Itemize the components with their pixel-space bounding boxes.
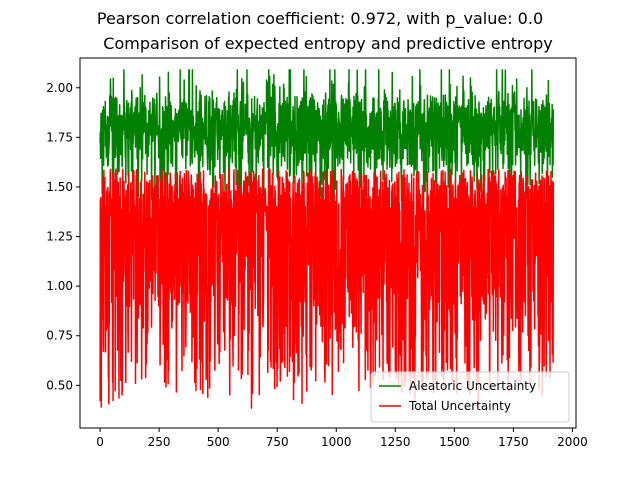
legend-label: Total Uncertainty: [408, 399, 511, 413]
y-tick-label: 1.50: [46, 180, 73, 194]
y-tick-label: 1.00: [46, 279, 73, 293]
y-tick-label: 2.00: [46, 81, 73, 95]
y-tick-label: 1.75: [46, 130, 73, 144]
x-tick-label: 1000: [321, 435, 352, 449]
y-axis-ticks: 0.50 0.75 1.00 1.25 1.50 1.75 2.00: [46, 81, 80, 392]
x-tick-label: 1750: [498, 435, 529, 449]
x-tick-label: 1500: [439, 435, 470, 449]
series-line-total: [99, 168, 555, 409]
axes-frame: [79, 57, 577, 429]
x-tick-label: 2000: [557, 435, 588, 449]
x-tick-label: 750: [266, 435, 289, 449]
chart-suptitle: Pearson correlation coefficient: 0.972, …: [97, 9, 543, 29]
x-tick-label: 500: [207, 435, 230, 449]
legend-label: Aleatoric Uncertainty: [409, 379, 536, 393]
x-tick-label: 0: [96, 435, 104, 449]
y-tick-label: 0.75: [46, 329, 73, 343]
legend: Aleatoric Uncertainty Total Uncertainty: [370, 371, 570, 423]
y-tick-label: 0.50: [46, 378, 73, 392]
chart-title: Comparison of expected entropy and predi…: [103, 34, 552, 53]
legend-box: [370, 371, 570, 423]
x-tick-label: 1250: [380, 435, 411, 449]
y-tick-label: 1.25: [46, 230, 73, 244]
x-axis-ticks: 0 250 500 750 1000 1250 1500 1750 2000: [96, 428, 588, 449]
x-tick-label: 250: [148, 435, 171, 449]
plot-area: [99, 69, 555, 409]
